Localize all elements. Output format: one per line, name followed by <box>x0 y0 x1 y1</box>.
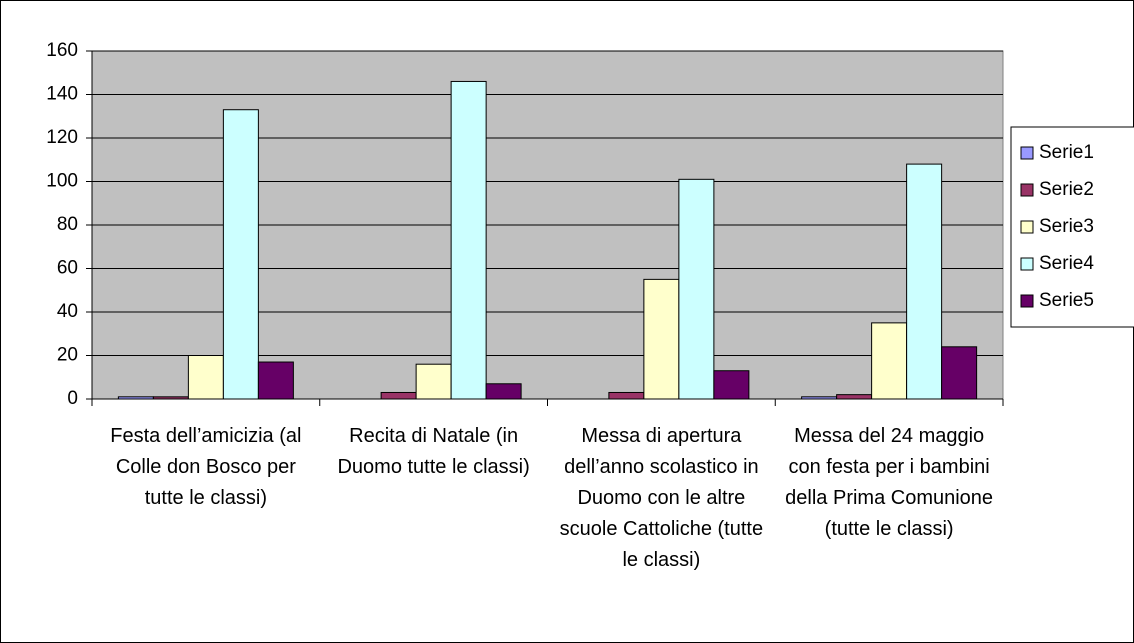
legend-label: Serie4 <box>1039 253 1094 274</box>
y-tick-label: 160 <box>46 40 78 61</box>
y-tick-label: 120 <box>46 127 78 148</box>
bar <box>871 322 908 400</box>
bar <box>608 391 645 400</box>
bar <box>257 361 294 400</box>
y-tick-label: 0 <box>67 388 78 409</box>
bar <box>906 163 943 400</box>
bar <box>643 278 680 400</box>
legend-label: Serie1 <box>1039 142 1094 163</box>
x-tick-label: Messa di apertura dell’anno scolastico i… <box>559 425 764 571</box>
y-tick-label: 140 <box>46 84 78 105</box>
bar <box>380 391 417 400</box>
bar <box>222 109 259 400</box>
x-tick-label: Recita di Natale (in Duomo tutte le clas… <box>337 425 530 478</box>
bar <box>941 346 978 400</box>
legend-label: Serie2 <box>1039 179 1094 200</box>
legend-label: Serie3 <box>1039 216 1094 237</box>
bar <box>485 383 522 400</box>
y-tick-label: 60 <box>57 258 78 279</box>
y-tick-label: 100 <box>46 171 78 192</box>
bar <box>117 396 154 400</box>
legend-swatch <box>1020 294 1034 308</box>
legend-swatch <box>1020 183 1034 197</box>
legend-swatch <box>1020 220 1034 234</box>
y-tick-label: 20 <box>57 345 78 366</box>
y-tick-label: 80 <box>57 214 78 235</box>
legend-label: Serie5 <box>1039 290 1094 311</box>
x-tick-label: Festa dell’amicizia (al Colle don Bosco … <box>110 425 302 509</box>
bar <box>187 355 224 400</box>
x-tick-label: Messa del 24 maggio con festa per i bamb… <box>785 425 994 540</box>
bar <box>836 394 873 400</box>
bar <box>152 396 189 400</box>
bar <box>801 396 838 400</box>
y-tick-label: 40 <box>57 301 78 322</box>
bar <box>678 178 715 400</box>
bar <box>415 363 452 400</box>
bar <box>713 370 750 400</box>
legend-swatch <box>1020 257 1034 271</box>
legend-swatch <box>1020 146 1034 160</box>
bar <box>450 80 487 400</box>
